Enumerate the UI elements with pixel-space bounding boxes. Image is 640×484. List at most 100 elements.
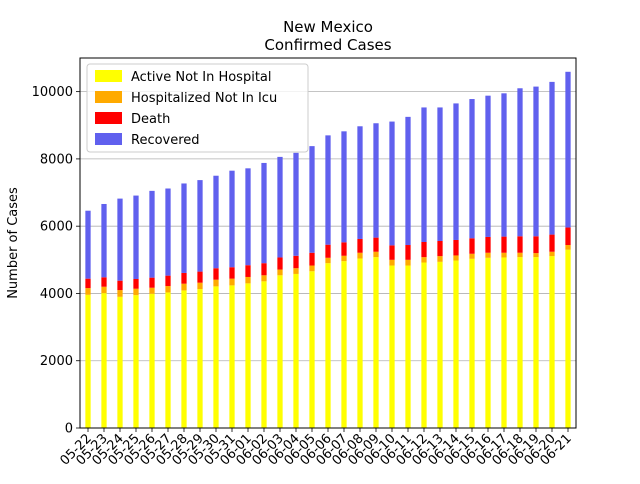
bar-segment bbox=[85, 288, 91, 295]
bar-segment bbox=[389, 245, 395, 260]
bar-segment bbox=[213, 175, 219, 269]
bar-segment bbox=[117, 290, 123, 297]
y-axis-label: Number of Cases bbox=[6, 187, 21, 299]
bar-segment bbox=[165, 292, 171, 428]
bar-segment bbox=[133, 195, 139, 279]
bar-segment bbox=[101, 203, 107, 278]
bar-segment bbox=[549, 81, 555, 235]
bar-segment bbox=[421, 257, 427, 263]
bar-segment bbox=[117, 296, 123, 428]
bar-segment bbox=[325, 244, 331, 258]
bar-segment bbox=[405, 265, 411, 428]
y-tick-label: 4000 bbox=[40, 287, 73, 302]
bar-segment bbox=[213, 286, 219, 428]
bar-segment bbox=[181, 283, 187, 291]
y-tick-label: 6000 bbox=[40, 220, 73, 235]
bar-segment bbox=[245, 168, 251, 266]
bars bbox=[85, 71, 571, 428]
bar-segment bbox=[149, 287, 155, 294]
bar-segment bbox=[181, 272, 187, 284]
bar-segment bbox=[149, 293, 155, 428]
bar-segment bbox=[245, 283, 251, 428]
bar-segment bbox=[373, 257, 379, 428]
bar-segment bbox=[165, 188, 171, 276]
y-tick-label: 2000 bbox=[40, 354, 73, 369]
bar-segment bbox=[85, 294, 91, 428]
bar-segment bbox=[277, 257, 283, 270]
bar-segment bbox=[501, 93, 507, 237]
legend-label: Death bbox=[131, 112, 170, 127]
bar-segment bbox=[373, 123, 379, 238]
bar-segment bbox=[469, 258, 475, 428]
bar-segment bbox=[245, 265, 251, 277]
legend-label: Recovered bbox=[131, 133, 200, 148]
bar-segment bbox=[341, 131, 347, 243]
bar-segment bbox=[325, 263, 331, 428]
bar-segment bbox=[197, 180, 203, 272]
bar-segment bbox=[117, 198, 123, 281]
bar-segment bbox=[293, 255, 299, 269]
bar-segment bbox=[341, 242, 347, 256]
bar-segment bbox=[101, 293, 107, 428]
bar-segment bbox=[133, 295, 139, 428]
bar-segment bbox=[341, 261, 347, 428]
bar-segment bbox=[149, 277, 155, 288]
bar-segment bbox=[325, 257, 331, 264]
bar-segment bbox=[133, 278, 139, 289]
bar-segment bbox=[437, 107, 443, 241]
bar-segment bbox=[421, 241, 427, 258]
bar-segment bbox=[453, 239, 459, 256]
bar-segment bbox=[133, 288, 139, 296]
bar-segment bbox=[277, 156, 283, 258]
legend-label: Active Not In Hospital bbox=[131, 70, 272, 85]
bar-segment bbox=[165, 286, 171, 293]
bar-segment bbox=[437, 240, 443, 257]
bar-segment bbox=[261, 162, 267, 264]
bar-segment bbox=[565, 227, 571, 246]
bar-segment bbox=[501, 252, 507, 258]
bar-segment bbox=[85, 278, 91, 289]
bar-segment bbox=[565, 245, 571, 250]
bar-segment bbox=[261, 275, 267, 282]
bar-segment bbox=[517, 88, 523, 237]
bar-segment bbox=[373, 237, 379, 252]
bar-segment bbox=[197, 282, 203, 290]
bar-segment bbox=[517, 252, 523, 258]
bar-segment bbox=[197, 289, 203, 428]
y-tick-label: 8000 bbox=[40, 152, 73, 167]
legend-swatch bbox=[95, 70, 122, 82]
bar-segment bbox=[485, 257, 491, 428]
bar-segment bbox=[229, 170, 235, 268]
bar-segment bbox=[181, 183, 187, 273]
bar-segment bbox=[165, 275, 171, 287]
bar-segment bbox=[293, 273, 299, 428]
bar-segment bbox=[485, 236, 491, 253]
bar-segment bbox=[469, 253, 475, 259]
bar-segment bbox=[117, 280, 123, 291]
chart-title: New Mexico bbox=[283, 18, 373, 36]
bar-segment bbox=[197, 271, 203, 283]
bar-segment bbox=[229, 267, 235, 279]
bar-segment bbox=[149, 190, 155, 278]
bar-segment bbox=[245, 276, 251, 284]
bar-segment bbox=[357, 126, 363, 239]
bar-segment bbox=[565, 71, 571, 228]
legend-box bbox=[86, 63, 309, 153]
chart-subtitle: Confirmed Cases bbox=[264, 36, 391, 54]
legend-swatch bbox=[95, 91, 122, 103]
bar-segment bbox=[501, 236, 507, 253]
bar-segment bbox=[533, 257, 539, 428]
bar-segment bbox=[549, 256, 555, 428]
legend-swatch bbox=[95, 133, 122, 145]
bar-segment bbox=[565, 249, 571, 428]
bar-segment bbox=[453, 103, 459, 240]
bar-segment bbox=[229, 278, 235, 286]
bar-segment bbox=[453, 255, 459, 261]
bar-segment bbox=[309, 146, 315, 253]
bar-segment bbox=[533, 86, 539, 237]
y-tick-label: 0 bbox=[65, 422, 73, 437]
bar-segment bbox=[549, 234, 555, 252]
legend-swatch bbox=[95, 112, 122, 124]
bar-segment bbox=[309, 252, 315, 266]
